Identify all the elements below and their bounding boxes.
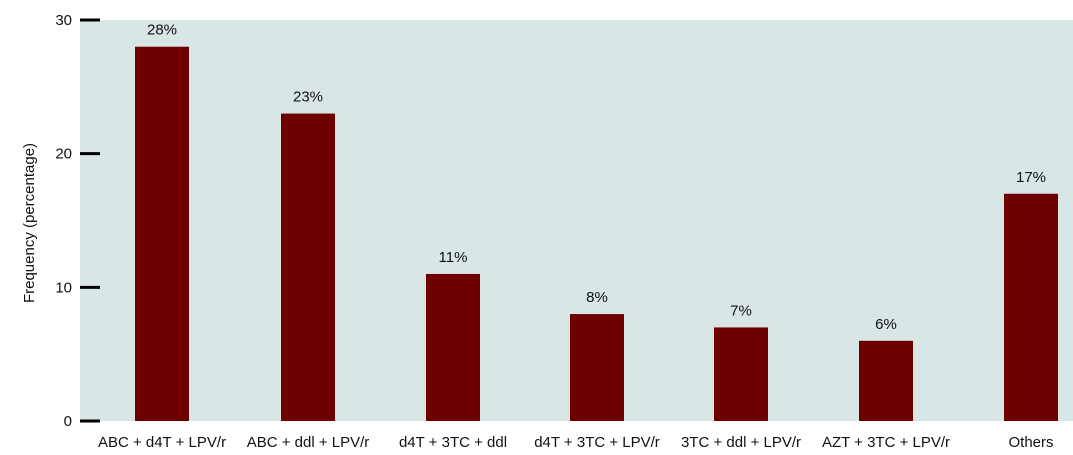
category-label-4: d4T + 3TC + LPV/r xyxy=(534,434,660,451)
data-label-5: 7% xyxy=(730,302,752,319)
category-label-5: 3TC + ddl + LPV/r xyxy=(681,434,801,451)
bar-5 xyxy=(714,327,768,421)
category-label-7: Others xyxy=(1008,434,1053,451)
data-labels-group: 28% 23% 11% 8% 7% 6% 17% xyxy=(147,22,1046,333)
data-label-2: 23% xyxy=(293,89,323,106)
y-axis-title: Frequency (percentage) xyxy=(21,143,38,303)
y-axis-ticks: 0 10 20 30 xyxy=(55,12,100,430)
data-label-3: 11% xyxy=(439,249,468,266)
data-label-7: 17% xyxy=(1016,169,1046,186)
bar-1 xyxy=(135,46,189,421)
bar-3 xyxy=(426,273,480,421)
y-tick-label-20: 20 xyxy=(55,146,72,163)
x-axis-labels: ABC + d4T + LPV/r ABC + ddl + LPV/r d4T + … xyxy=(98,434,1054,451)
bar-4 xyxy=(570,314,624,421)
data-label-4: 8% xyxy=(586,289,608,306)
y-tick-label-0: 0 xyxy=(64,413,72,430)
category-label-6: AZT + 3TC + LPV/r xyxy=(822,434,950,451)
data-label-6: 6% xyxy=(875,316,897,333)
data-label-1: 28% xyxy=(147,22,177,39)
category-label-2: ABC + ddl + LPV/r xyxy=(247,434,370,451)
bar-6 xyxy=(859,340,913,421)
category-label-3: d4T + 3TC + ddl xyxy=(399,434,507,451)
category-label-1: ABC + d4T + LPV/r xyxy=(98,434,226,451)
y-tick-label-30: 30 xyxy=(55,12,72,29)
bar-7 xyxy=(1004,193,1058,421)
y-tick-label-10: 10 xyxy=(55,279,72,296)
bars-group xyxy=(135,46,1058,422)
bar-2 xyxy=(281,113,335,422)
